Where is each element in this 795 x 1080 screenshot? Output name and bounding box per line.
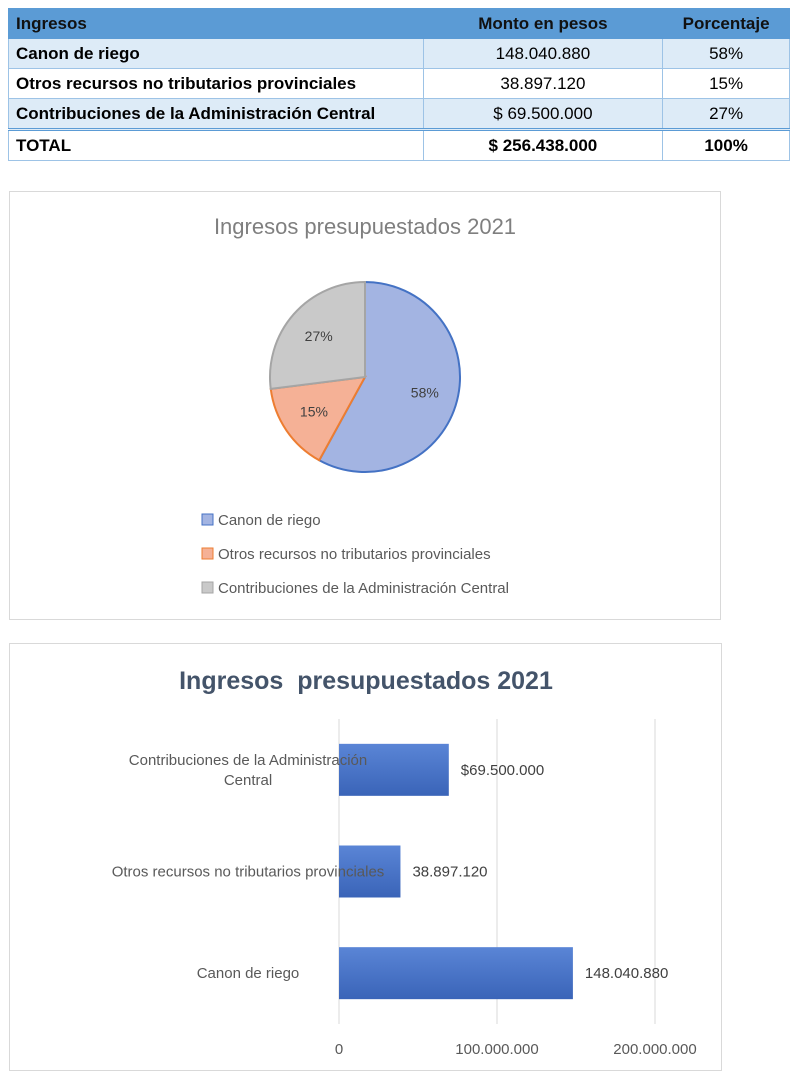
header-monto: Monto en pesos (422, 8, 664, 39)
x-tick-label: 0 (335, 1041, 343, 1058)
total-amount: $ 256.438.000 (422, 128, 664, 161)
row-concept: Contribuciones de la Administración Cent… (8, 98, 424, 130)
x-tick-label: 200.000.000 (613, 1041, 696, 1058)
legend-swatch (201, 513, 214, 526)
header-porcentaje: Porcentaje (662, 8, 790, 39)
bar-data-label: $69.500.000 (461, 762, 544, 779)
y-category-label: Contribuciones de la Administración (129, 752, 367, 769)
pie-chart-title: Ingresos presupuestados 2021 (214, 214, 516, 239)
bar (339, 947, 573, 1000)
row-amount: 148.040.880 (422, 38, 664, 69)
pie-chart-container: Ingresos presupuestados 2021 58% 15% 27% C… (9, 191, 721, 620)
table-header-row: Ingresos Monto en pesos Porcentaje (8, 8, 790, 39)
bar (339, 743, 449, 796)
table-row: Otros recursos no tributarios provincial… (8, 68, 790, 99)
bar-chart: Ingresos presupuestados 2021 $69.500.000… (112, 667, 697, 1058)
table-row: Canon de riego 148.040.880 58% (8, 38, 790, 69)
bar-series: $69.500.000 38.897.120 148.040.880 (339, 743, 668, 1000)
table-row: Contribuciones de la Administración Cent… (8, 98, 790, 130)
row-amount: 38.897.120 (422, 68, 664, 99)
row-percent: 27% (662, 98, 790, 130)
row-concept: Otros recursos no tributarios provincial… (8, 68, 424, 99)
legend-swatch (201, 547, 214, 560)
bar-chart-title: Ingresos presupuestados 2021 (179, 667, 553, 695)
pie-data-label: 58% (411, 384, 439, 400)
header-ingresos: Ingresos (8, 8, 424, 39)
row-concept: Canon de riego (8, 38, 424, 69)
bar-chart-container: Ingresos presupuestados 2021 $69.500.000… (9, 643, 722, 1071)
pie-slice (317, 280, 461, 473)
legend-swatch (201, 581, 214, 594)
row-percent: 15% (662, 68, 790, 99)
y-category-label: Central (224, 772, 272, 789)
row-percent: 58% (662, 38, 790, 69)
bar-tick-labels: 0 100.000.000 200.000.000 (335, 1041, 697, 1058)
legend-label: Contribuciones de la Administración Cent… (218, 580, 509, 597)
bar-category-labels: Contribuciones de la Administración Centr… (112, 752, 385, 982)
bar-data-label: 148.040.880 (585, 965, 668, 982)
row-amount: $ 69.500.000 (422, 98, 664, 130)
pie-chart: Ingresos presupuestados 2021 58% 15% 27% C… (201, 214, 516, 597)
legend-label: Otros recursos no tributarios provincial… (218, 546, 491, 563)
total-label: TOTAL (8, 128, 424, 161)
pie-slices (269, 280, 461, 473)
pie-data-label: 27% (305, 328, 333, 344)
pie-slice (269, 280, 366, 391)
y-category-label: Canon de riego (197, 965, 300, 982)
y-category-label: Otros recursos no tributarios provincial… (112, 864, 385, 881)
pie-slice (269, 375, 367, 462)
legend-label: Canon de riego (218, 512, 321, 529)
revenue-table: Ingresos Monto en pesos Porcentaje Canon… (8, 8, 790, 161)
x-tick-label: 100.000.000 (455, 1041, 538, 1058)
bar (339, 845, 401, 898)
table-total-row: TOTAL $ 256.438.000 100% (8, 128, 790, 161)
total-percent: 100% (662, 128, 790, 161)
pie-legend: Canon de riego Otros recursos no tributar… (201, 512, 509, 597)
bar-data-label: 38.897.120 (412, 864, 487, 881)
pie-data-labels: 58% 15% 27% (300, 328, 439, 420)
pie-data-label: 15% (300, 404, 328, 420)
